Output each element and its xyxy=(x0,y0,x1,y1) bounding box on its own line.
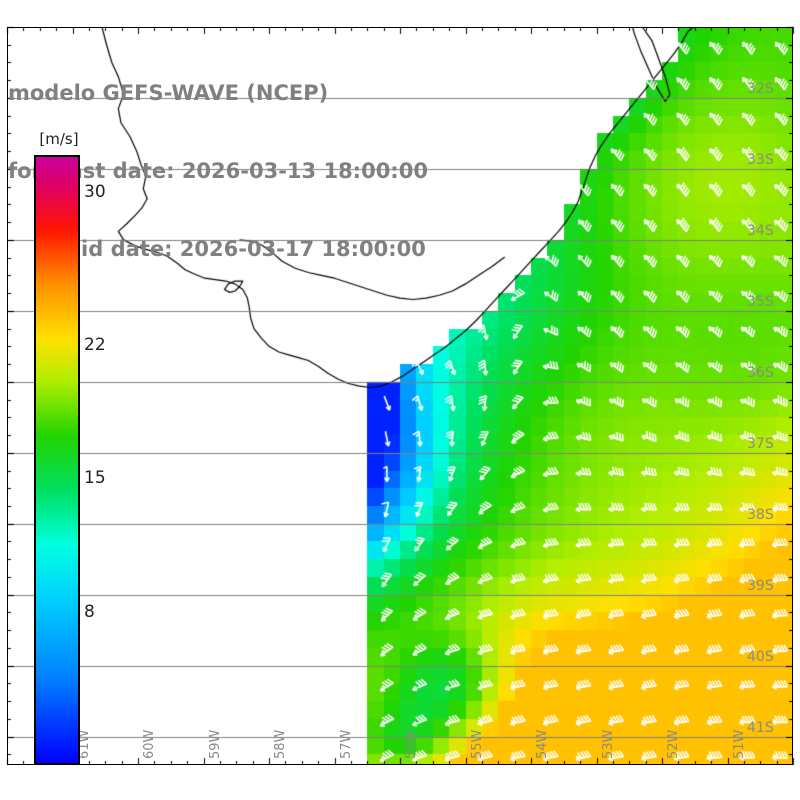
colorbar[interactable] xyxy=(34,155,80,765)
title-line-model: modelo GEFS-WAVE (NCEP) xyxy=(8,81,329,105)
colorbar-tick-30: 30 xyxy=(84,182,106,203)
colorbar-tick-15: 15 xyxy=(84,468,106,489)
colorbar-unit-label: [m/s] xyxy=(39,130,79,148)
title-line-valid: valid date: 2026-03-17 18:00:00 xyxy=(46,237,426,261)
colorbar-tick-8: 8 xyxy=(84,601,95,622)
colorbar-gradient xyxy=(36,157,78,763)
colorbar-tick-22: 22 xyxy=(84,334,106,355)
